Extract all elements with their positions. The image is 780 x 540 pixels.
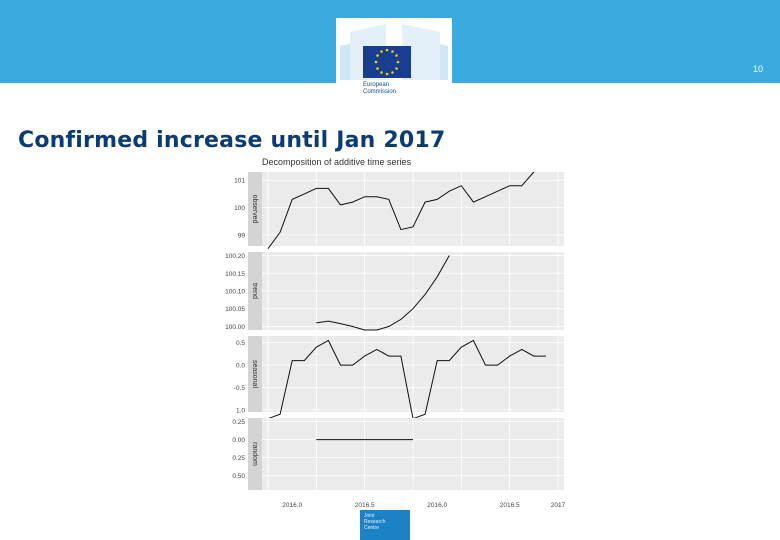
y-tick-label: 0.50 <box>232 473 245 480</box>
panel-label: observed <box>251 195 258 224</box>
page-number: 10 <box>752 64 763 74</box>
y-tick-label: 0.25 <box>232 419 245 426</box>
y-tick-label: 101 <box>234 178 245 185</box>
jrc-line-1: Joint <box>364 513 375 519</box>
y-tick-label: 100 <box>234 205 245 212</box>
panel-random: random 0.25 0.00 0.25 0.50 <box>232 418 564 490</box>
decomposition-chart: Decomposition of additive time series ob… <box>225 157 566 509</box>
commission-building-icon <box>340 24 448 80</box>
panel-label: seasonal <box>251 360 258 388</box>
y-tick-label: 100.05 <box>225 306 245 313</box>
series-line-trend <box>316 255 450 331</box>
logo-line-1: European <box>363 82 390 88</box>
series-line-seasonal <box>267 339 546 420</box>
y-tick-label: 100.20 <box>225 253 245 260</box>
jrc-line-3: Centre <box>364 525 380 531</box>
jrc-line-2: Research <box>364 519 386 525</box>
x-tick-label: 2016.5 <box>355 502 375 509</box>
panel-seasonal: seasonal 0.5 0.0 -0.5 1.0 <box>234 336 564 420</box>
panel-label: random <box>251 442 258 466</box>
x-tick-label: 2016.5 <box>500 502 520 509</box>
y-tick-label: -0.5 <box>234 385 246 392</box>
y-tick-label: 100.00 <box>225 324 245 331</box>
logo-line-2: Commission <box>363 89 397 95</box>
x-tick-label: 2016.0 <box>427 502 447 509</box>
eu-stars <box>374 48 400 76</box>
panel-label: trend <box>251 283 258 299</box>
chart-panels: observed 101 100 99 trend 100.20 100.15 100.10 1… <box>225 171 564 490</box>
y-tick-label: 100.10 <box>225 289 245 296</box>
y-tick-label: 100.15 <box>225 271 245 278</box>
european-commission-logo: European Commission <box>336 18 452 104</box>
x-tick-label: 2016.0 <box>282 502 302 509</box>
panel-trend: trend 100.20 100.15 100.10 100.05 100.00 <box>225 252 564 331</box>
y-tick-label: 0.0 <box>236 363 245 370</box>
chart-title: Decomposition of additive time series <box>262 157 412 167</box>
panel-strip <box>248 336 262 412</box>
y-tick-label: 1.0 <box>236 407 245 414</box>
y-tick-label: 0.5 <box>236 340 245 347</box>
slide-title: Confirmed increase until Jan 2017 <box>18 128 446 153</box>
panel-observed: observed 101 100 99 <box>234 171 564 249</box>
y-tick-label: 99 <box>238 233 246 240</box>
y-tick-label: 0.25 <box>232 455 245 462</box>
panel-strip <box>248 252 262 330</box>
panel-strip <box>248 418 262 490</box>
x-tick-label: 2017 <box>551 502 566 509</box>
panel-strip <box>248 172 262 246</box>
jrc-logo: Joint Research Centre <box>360 510 410 540</box>
x-axis: 2016.0 2016.5 2016.0 2016.5 2017 <box>282 502 565 509</box>
series-line-observed <box>267 171 535 249</box>
y-tick-label: 0.00 <box>232 437 245 444</box>
